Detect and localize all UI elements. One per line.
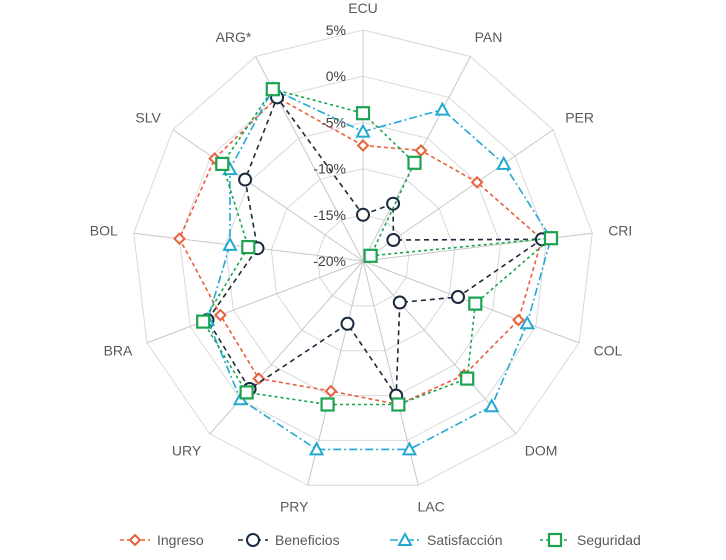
data-point-diamond [470,175,484,189]
legend-item: Satisfacción [390,531,502,548]
data-point-triangle [308,441,325,456]
data-point-diamond [512,313,525,327]
data-point-square [543,231,559,246]
legend-label: Satisfacción [427,532,502,548]
legend-item: Seguridad [540,532,641,548]
data-point-square [391,397,406,412]
data-point-triangle [484,398,500,413]
axis-spoke [146,260,364,344]
tick-label: -10% [313,161,346,177]
data-point-triangle [401,441,418,456]
data-point-circle [392,295,407,310]
data-point-triangle [397,531,413,546]
series-line [206,88,552,451]
data-point-diamond [324,384,338,398]
tick-label: -5% [321,114,346,130]
data-point-triangle [496,155,512,170]
data-point-square [239,385,254,400]
category-label: SLV [135,109,161,125]
radar-grid [133,29,593,486]
data-point-square [547,532,563,548]
series-satisfacción [199,81,559,456]
category-label: CRI [608,223,632,239]
data-point-triangle [355,123,371,138]
data-point-triangle [519,315,535,330]
data-point-triangle [434,101,451,116]
data-point-square [407,155,422,170]
category-label: COL [594,343,623,359]
data-point-diamond [213,308,227,322]
grid-ring [316,214,410,307]
data-point-circle [246,533,260,547]
data-point-square [363,248,378,263]
category-label: BOL [90,223,118,239]
data-point-circle [356,207,370,222]
category-label: LAC [418,499,445,515]
data-point-square [468,296,483,311]
data-point-diamond [356,139,370,152]
data-point-square [215,156,230,171]
data-point-diamond [128,533,142,547]
data-point-square [241,240,256,255]
data-point-circle [386,196,401,211]
data-point-square [196,314,211,329]
tick-label: 0% [326,68,346,84]
axis-spoke [209,260,364,435]
category-label: BRA [104,343,133,359]
category-label: URY [172,442,202,458]
grid-ring [133,29,593,486]
legend-label: Seguridad [577,532,641,548]
category-label: DOM [525,442,558,458]
legend: Ingreso Beneficios Satisfacción Seguridad [120,531,641,548]
series-line [178,96,543,406]
category-label: PRY [280,499,309,515]
data-point-circle [386,233,401,247]
tick-label: -20% [313,253,346,269]
radar-tick-labels: 5% 0% -5% -10% -15% -20% [313,22,346,269]
data-point-square [355,106,371,121]
series-line [206,95,545,399]
legend-label: Beneficios [275,532,340,548]
legend-item: Ingreso [120,532,204,548]
series-line [202,88,554,406]
axis-spoke [172,129,364,262]
data-point-diamond [414,144,428,157]
category-label: PER [565,109,594,125]
grid-ring [224,121,502,397]
data-point-circle [451,290,465,304]
tick-label: -15% [313,207,346,223]
grid-ring [270,168,456,352]
data-point-square [320,397,335,412]
data-point-diamond [173,232,186,246]
radar-axes [133,30,593,486]
series-seguridad [196,82,559,412]
data-point-circle [238,172,253,187]
radar-series [173,81,559,456]
radar-category-labels: ECU PAN PER CRI COL DOM LAC PRY URY BRA BOL SLV ARG* [90,0,633,515]
legend-item: Beneficios [238,532,340,548]
data-point-square [460,371,475,386]
data-point-square [265,82,280,97]
data-point-triangle [222,236,238,251]
data-point-circle [340,316,355,331]
category-label: ECU [348,0,378,16]
category-label: PAN [475,29,503,45]
tick-label: 5% [326,22,346,38]
series-ingreso [173,90,549,411]
category-label: ARG* [216,29,252,45]
grid-ring [178,75,548,441]
legend-label: Ingreso [157,532,204,548]
